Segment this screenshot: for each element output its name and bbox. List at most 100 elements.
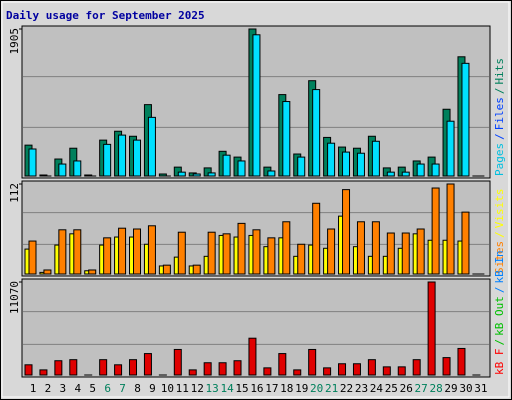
- bar: [177, 171, 186, 177]
- bar: [297, 156, 306, 177]
- bar: [312, 89, 321, 177]
- bar: [267, 170, 276, 177]
- bar: [427, 281, 436, 376]
- bar: [28, 240, 37, 275]
- legend: kB F / kB Out / kB In: [493, 250, 506, 375]
- bar: [327, 142, 336, 177]
- bar: [24, 364, 33, 376]
- bar: [356, 152, 365, 177]
- x-tick-label: 9: [149, 382, 156, 395]
- legend-separator: /: [493, 287, 506, 294]
- bar: [431, 187, 440, 275]
- bar: [293, 369, 302, 376]
- bar: [237, 160, 246, 177]
- bar: [356, 221, 365, 275]
- bar: [58, 229, 67, 275]
- legend-entry: Pages: [493, 143, 506, 176]
- x-tick-label: 11: [176, 382, 189, 395]
- bar: [73, 229, 82, 275]
- x-tick-label: 23: [355, 382, 368, 395]
- y-tick-label: 11070: [8, 281, 21, 314]
- bar: [442, 357, 451, 376]
- bar: [323, 367, 332, 376]
- bar: [401, 232, 410, 275]
- x-tick-label: 21: [325, 382, 338, 395]
- x-tick-label: 28: [429, 382, 442, 395]
- bar: [282, 221, 291, 275]
- bar: [207, 231, 216, 275]
- x-tick-label: 6: [104, 382, 111, 395]
- x-tick-label: 29: [444, 382, 457, 395]
- bar: [39, 369, 48, 376]
- legend-separator: /: [493, 88, 506, 95]
- bar: [386, 232, 395, 275]
- bar: [457, 347, 466, 376]
- bar: [222, 233, 231, 275]
- bar: [367, 359, 376, 376]
- bar: [118, 134, 127, 177]
- x-tick-label: 4: [74, 382, 81, 395]
- legend-entry: kB In: [493, 250, 506, 283]
- x-tick-label: 2: [45, 382, 52, 395]
- bar: [397, 366, 406, 376]
- bar: [118, 227, 127, 275]
- bar: [103, 143, 112, 177]
- legend-entry: kB F: [493, 349, 506, 376]
- bar: [28, 148, 37, 177]
- y-tick-label: 1905: [8, 28, 21, 55]
- bar: [99, 359, 108, 376]
- bar: [203, 362, 212, 376]
- x-tick-label: 17: [265, 382, 278, 395]
- bar: [233, 360, 242, 376]
- bar: [103, 237, 112, 275]
- x-tick-label: 8: [134, 382, 141, 395]
- bar: [147, 116, 156, 177]
- bar: [371, 140, 380, 177]
- legend: Sites / Visits: [493, 189, 506, 275]
- bar: [342, 189, 351, 275]
- x-tick-label: 20: [310, 382, 323, 395]
- bar: [114, 364, 123, 376]
- bar: [218, 362, 227, 376]
- x-tick-label: 31: [474, 382, 487, 395]
- bar: [54, 360, 63, 376]
- x-tick-label: 13: [206, 382, 219, 395]
- bar: [207, 172, 216, 177]
- bar: [352, 363, 361, 376]
- legend-entry: Sites: [493, 241, 506, 274]
- bar: [192, 173, 201, 177]
- x-tick-label: 7: [119, 382, 126, 395]
- bar: [278, 353, 287, 376]
- legend-entry: Visits: [493, 189, 506, 229]
- x-tick-label: 10: [161, 382, 174, 395]
- y-tick-label: 112: [8, 183, 21, 203]
- legend-separator: /: [493, 339, 506, 346]
- bar: [173, 348, 182, 376]
- bar: [263, 367, 272, 376]
- x-tick-label: 14: [220, 382, 234, 395]
- x-tick-label: 27: [415, 382, 428, 395]
- legend: Pages / Files / Hits: [493, 58, 506, 176]
- bar: [446, 183, 455, 275]
- legend-entry: Files: [493, 97, 506, 130]
- bar: [416, 228, 425, 275]
- bar: [192, 264, 201, 275]
- legend-separator: /: [493, 231, 506, 238]
- bar: [297, 243, 306, 275]
- x-tick-label: 25: [385, 382, 398, 395]
- bar: [143, 353, 152, 376]
- x-tick-label: 30: [459, 382, 472, 395]
- bar: [282, 101, 291, 177]
- x-tick-label: 19: [295, 382, 308, 395]
- x-tick-label: 12: [191, 382, 204, 395]
- bar: [133, 228, 142, 275]
- bar: [371, 221, 380, 275]
- x-tick-label: 16: [250, 382, 263, 395]
- x-tick-label: 15: [235, 382, 248, 395]
- bar: [446, 120, 455, 177]
- x-tick-label: 3: [60, 382, 67, 395]
- bar: [133, 139, 142, 177]
